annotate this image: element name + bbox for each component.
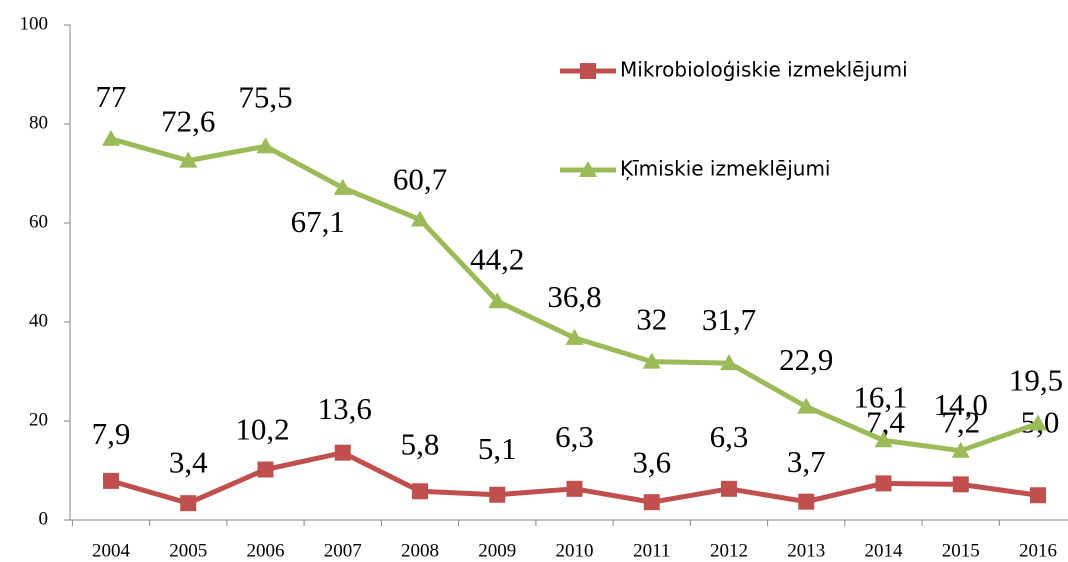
data-point bbox=[1030, 487, 1046, 504]
data-label: 16,1 bbox=[853, 379, 907, 414]
y-tick-label: 80 bbox=[29, 112, 48, 133]
data-label: 6,3 bbox=[555, 419, 594, 454]
legend-marker bbox=[580, 63, 596, 79]
data-point bbox=[952, 476, 969, 493]
data-label: 19,5 bbox=[1009, 363, 1063, 398]
data-point bbox=[642, 352, 661, 369]
legend-label: Ķīmiskie izmeklējumi bbox=[620, 157, 831, 181]
data-point bbox=[489, 486, 506, 503]
data-label: 3,4 bbox=[169, 444, 208, 479]
data-point bbox=[951, 441, 970, 458]
data-label: 3,6 bbox=[632, 444, 671, 479]
x-tick-label: 2009 bbox=[478, 540, 516, 561]
y-tick-label: 60 bbox=[29, 211, 48, 232]
data-point bbox=[875, 475, 892, 492]
x-tick-label: 2013 bbox=[787, 540, 825, 561]
data-label: 67,1 bbox=[291, 204, 345, 239]
data-label: 5,1 bbox=[478, 431, 517, 466]
data-label: 3,7 bbox=[787, 444, 826, 479]
data-point bbox=[720, 354, 738, 371]
x-tick-label: 2004 bbox=[92, 540, 131, 561]
data-label: 36,8 bbox=[547, 279, 601, 314]
data-point bbox=[334, 444, 351, 461]
x-tick-label: 2008 bbox=[401, 540, 439, 561]
y-tick-label: 20 bbox=[29, 409, 48, 430]
data-label: 77 bbox=[96, 79, 127, 114]
data-point bbox=[256, 137, 275, 154]
data-label: 60,7 bbox=[393, 162, 447, 197]
data-point bbox=[412, 483, 428, 500]
data-label: 14,0 bbox=[934, 387, 988, 422]
data-label: 75,5 bbox=[238, 79, 292, 114]
legend-label: Mikrobioloģiskie izmeklējumi bbox=[620, 58, 908, 82]
data-point bbox=[565, 328, 584, 345]
data-point bbox=[1029, 414, 1047, 431]
data-point bbox=[721, 480, 737, 497]
y-tick-label: 100 bbox=[20, 13, 49, 34]
data-point bbox=[643, 494, 660, 511]
data-point bbox=[103, 472, 119, 489]
data-point bbox=[566, 480, 583, 497]
data-point bbox=[798, 493, 815, 510]
y-tick-label: 40 bbox=[29, 310, 48, 331]
x-tick-label: 2007 bbox=[324, 540, 362, 561]
data-label: 7,2 bbox=[941, 404, 980, 439]
data-label: 6,3 bbox=[710, 419, 749, 454]
data-point bbox=[333, 178, 352, 195]
data-point bbox=[797, 397, 816, 414]
data-label: 22,9 bbox=[779, 342, 833, 377]
x-tick-label: 2016 bbox=[1019, 540, 1057, 561]
x-tick-label: 2010 bbox=[556, 540, 594, 561]
data-label: 13,6 bbox=[318, 391, 372, 426]
data-point bbox=[179, 151, 198, 168]
data-label: 44,2 bbox=[470, 241, 524, 276]
data-label: 7,9 bbox=[92, 416, 131, 451]
data-label: 72,6 bbox=[161, 104, 215, 139]
x-tick-label: 2011 bbox=[633, 540, 670, 561]
x-tick-label: 2005 bbox=[169, 540, 207, 561]
data-label: 10,2 bbox=[235, 412, 289, 447]
x-tick-label: 2012 bbox=[710, 540, 748, 561]
data-label: 5,8 bbox=[401, 426, 440, 461]
data-point bbox=[874, 431, 893, 448]
data-point bbox=[180, 495, 197, 512]
x-tick-label: 2014 bbox=[865, 540, 904, 561]
data-label: 31,7 bbox=[702, 302, 756, 337]
data-point bbox=[411, 210, 429, 227]
y-tick-label: 0 bbox=[39, 508, 49, 529]
data-point bbox=[257, 461, 274, 478]
x-tick-label: 2015 bbox=[942, 540, 980, 561]
data-point bbox=[488, 292, 507, 309]
x-tick-label: 2006 bbox=[247, 540, 285, 561]
data-label: 32 bbox=[636, 302, 667, 337]
data-point bbox=[102, 129, 120, 146]
legend-marker bbox=[579, 161, 597, 177]
